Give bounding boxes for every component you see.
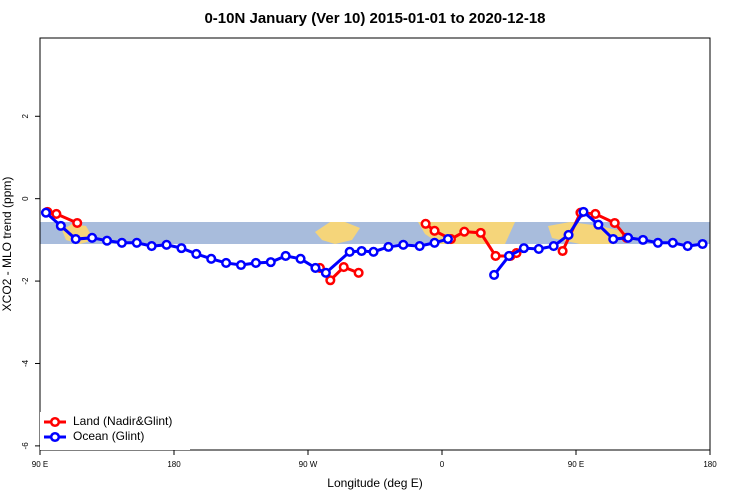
point	[637, 234, 649, 245]
y-tick-label: 0	[21, 196, 30, 201]
point	[221, 257, 232, 269]
point	[51, 208, 62, 219]
x-tick-label: 0	[440, 460, 445, 469]
point	[578, 206, 589, 217]
point	[368, 246, 379, 257]
legend-marker	[49, 431, 61, 443]
point	[295, 253, 306, 264]
legend-marker	[49, 416, 61, 428]
point	[590, 208, 601, 219]
point	[429, 225, 440, 236]
plot-frame	[39, 37, 711, 451]
point	[414, 241, 425, 252]
x-tick-label: 180	[167, 460, 181, 469]
point	[310, 262, 321, 273]
point	[344, 246, 355, 257]
point	[161, 239, 172, 250]
point	[87, 232, 98, 243]
point	[490, 250, 501, 261]
point	[320, 267, 331, 278]
point	[697, 238, 708, 250]
point	[475, 227, 486, 238]
x-axis-label: Longitude (deg E)	[327, 476, 422, 490]
point	[518, 243, 529, 254]
point	[356, 245, 367, 257]
point	[101, 235, 113, 246]
y-tick-label: -4	[21, 359, 30, 367]
point	[146, 241, 157, 252]
legend-label: Land (Nadir&Glint)	[73, 414, 172, 428]
point	[442, 234, 454, 245]
point	[55, 220, 66, 231]
point	[503, 250, 515, 261]
point	[191, 248, 202, 259]
point	[383, 241, 394, 252]
point	[176, 243, 187, 254]
point	[131, 237, 142, 248]
x-tick-label: 90 E	[568, 460, 584, 469]
point	[682, 241, 693, 252]
point	[72, 217, 83, 229]
point	[557, 245, 568, 257]
point	[338, 262, 349, 273]
y-tick-label: -2	[21, 277, 30, 285]
point	[489, 269, 500, 280]
y-axis-label: XCO2 - MLO trend (ppm)	[0, 177, 14, 312]
point	[563, 229, 574, 240]
x-tick-label: 90 W	[299, 460, 318, 469]
point	[353, 267, 364, 278]
point	[116, 237, 127, 248]
point	[623, 232, 634, 243]
legend: Land (Nadir&Glint)Ocean (Glint)	[40, 412, 190, 450]
point	[593, 219, 604, 230]
point	[40, 207, 52, 218]
point	[429, 237, 440, 248]
point	[533, 243, 544, 254]
legend-label: Ocean (Glint)	[73, 429, 144, 443]
point	[70, 234, 81, 245]
point	[608, 234, 619, 245]
legend-box	[40, 412, 190, 450]
point	[250, 257, 261, 269]
point	[420, 218, 431, 229]
point	[325, 275, 336, 286]
point	[235, 259, 247, 271]
point	[548, 241, 559, 252]
point	[609, 217, 620, 229]
point	[265, 257, 276, 268]
point	[652, 237, 663, 248]
chart-title: 0-10N January (Ver 10) 2015-01-01 to 202…	[204, 10, 545, 27]
x-tick-label: 180	[703, 460, 717, 469]
point	[398, 239, 409, 250]
point	[459, 226, 470, 237]
point	[280, 250, 291, 261]
point	[206, 253, 217, 264]
x-tick-label: 90 E	[32, 460, 48, 469]
y-tick-label: -6	[21, 442, 30, 450]
y-tick-label: 2	[21, 114, 30, 119]
point	[667, 237, 678, 248]
